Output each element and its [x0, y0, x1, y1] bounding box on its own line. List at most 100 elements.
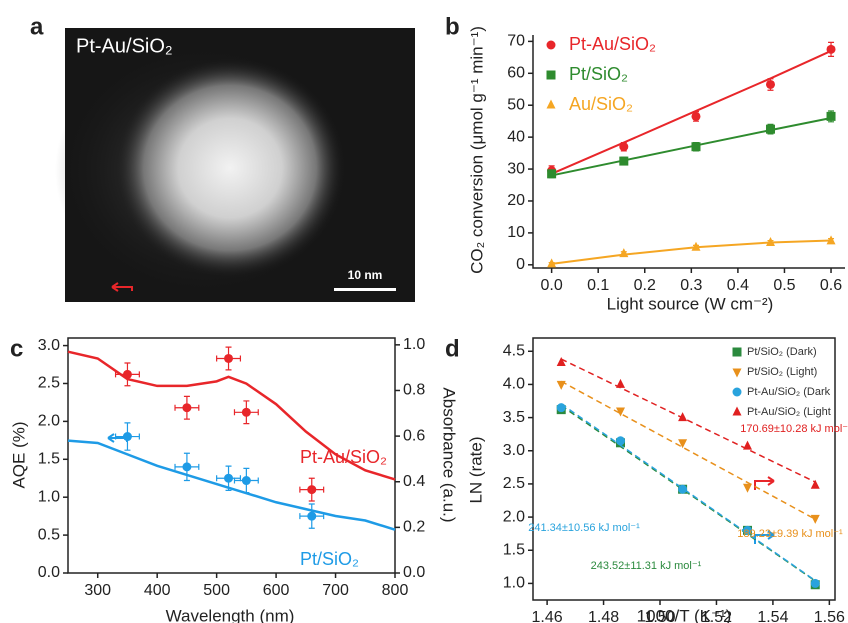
marker [691, 241, 701, 251]
x-tick-label: 0.1 [587, 277, 609, 294]
fit-line [551, 239, 832, 265]
fit-line [560, 380, 816, 520]
legend-entry: Pt-Au/SiO₂ [546, 34, 656, 54]
y2-tick-label: 0.0 [403, 564, 425, 581]
x-tick-label: 400 [144, 582, 171, 599]
marker [826, 111, 836, 121]
legend-label: Au/SiO₂ [569, 94, 633, 114]
marker [122, 432, 132, 442]
y-tick-label: 2.5 [503, 475, 525, 492]
annotation: 189.23±9.39 kJ mol⁻¹ [737, 528, 843, 540]
marker [241, 407, 251, 417]
panel-label: b [445, 13, 460, 40]
series-line [67, 439, 396, 531]
marker [182, 462, 192, 472]
marker [678, 412, 688, 422]
chart: b 0.0 0.1 0.2 0.3 0.4 0.5 0.6 0 10 20 30 40 50 60 70 Lig… [445, 13, 845, 313]
marker [691, 111, 701, 121]
y-tick-label: 4.5 [503, 342, 525, 359]
marker [691, 142, 701, 152]
x-tick-label: 0.6 [820, 277, 842, 294]
y2-tick-label: 0.6 [403, 427, 425, 444]
fit-line [551, 117, 832, 177]
marker [826, 235, 836, 245]
marker [615, 407, 625, 417]
y-tick-label: 50 [507, 96, 525, 113]
x-axis-label: Light source (W cm⁻²) [607, 294, 774, 313]
y2-tick-label: 1.0 [403, 336, 425, 353]
marker [810, 578, 820, 588]
x-tick-label: 1.56 [814, 609, 845, 623]
marker [765, 79, 775, 89]
axis-arrow [754, 530, 775, 544]
marker [547, 258, 557, 268]
y-tick-label: 3.0 [503, 442, 525, 459]
x-tick-label: 500 [203, 582, 230, 599]
legend-entry: Pt-Au/SiO₂ (Light [732, 406, 831, 418]
panel-label: a [30, 13, 44, 40]
marker [765, 236, 775, 246]
legend-marker [732, 387, 742, 397]
y-tick-label: 2.0 [38, 413, 60, 430]
x-tick-label: 0.3 [680, 277, 702, 294]
legend-marker [732, 347, 742, 357]
x-tick-label: 1.48 [588, 609, 619, 623]
y-tick-label: 10 [507, 224, 525, 241]
legend-label: Pt/SiO₂ [569, 64, 628, 84]
marker [307, 511, 317, 521]
y2-tick-label: 0.4 [403, 473, 425, 490]
annotation: 243.52±11.31 kJ mol⁻¹ [591, 560, 702, 572]
y-tick-label: 1.0 [38, 488, 60, 505]
legend-marker [546, 70, 556, 80]
y-tick-label: 2.0 [503, 508, 525, 525]
series-label: Pt-Au/SiO₂ [300, 447, 387, 467]
y-tick-label: 70 [507, 33, 525, 50]
particle [115, 58, 345, 278]
y2-tick-label: 0.2 [403, 519, 425, 536]
x-tick-label: 600 [263, 582, 290, 599]
x-axis-label: 1000/T (K⁻¹) [637, 606, 732, 623]
fit-line [560, 405, 816, 582]
marker [556, 357, 566, 367]
y-tick-label: 0.0 [38, 564, 60, 581]
axis-line [532, 35, 845, 269]
marker [743, 440, 753, 450]
y-tick-label: 40 [507, 128, 525, 145]
legend-entry: Au/SiO₂ [546, 94, 633, 114]
y-tick-label: 4.0 [503, 376, 525, 393]
marker [224, 473, 234, 483]
y-axis-label: AQE (%) [9, 421, 28, 488]
y-tick-label: 2.5 [38, 375, 60, 392]
arrows [107, 282, 775, 544]
x-tick-label: 0.4 [727, 277, 749, 294]
marker [619, 248, 629, 258]
x-tick-label: 1.50 [644, 609, 675, 623]
x-tick-label: 1.52 [701, 609, 732, 623]
marker [182, 403, 192, 413]
x-tick-label: 1.54 [757, 609, 788, 623]
x-axis-label: Wavelength (nm) [166, 606, 295, 623]
marker [556, 403, 566, 413]
panel-label: d [445, 335, 460, 362]
marker [619, 156, 629, 166]
marker [765, 124, 775, 134]
x-tick-label: 0.5 [773, 277, 795, 294]
fit-line [560, 403, 816, 582]
marker [615, 378, 625, 388]
x-tick-label: 700 [322, 582, 349, 599]
y2-axis-label: Absorbance (a.u.) [440, 387, 459, 522]
y-tick-label: 3.0 [38, 337, 60, 354]
y-tick-label: 1.5 [503, 541, 525, 558]
chart: d 1.46 1.48 1.50 1.52 1.54 1.56 1.0 1.5 2.0 2.5 3.0… [445, 335, 848, 623]
image-label: Pt-Au/SiO₂ [76, 35, 173, 57]
y-tick-label: 20 [507, 192, 525, 209]
panel-a: a Pt-Au/SiO₂ 10 nm [30, 13, 415, 302]
plot-frame [67, 337, 396, 574]
annotation: 241.34±10.56 kJ mol⁻¹ [528, 522, 640, 534]
legend-label: Pt/SiO₂ (Dark) [747, 346, 817, 358]
series-line [67, 350, 396, 481]
marker [556, 380, 566, 390]
annotation: 170.69±10.28 kJ mol⁻¹ [740, 423, 848, 435]
x-tick-label: 800 [382, 582, 409, 599]
marker [678, 439, 688, 449]
